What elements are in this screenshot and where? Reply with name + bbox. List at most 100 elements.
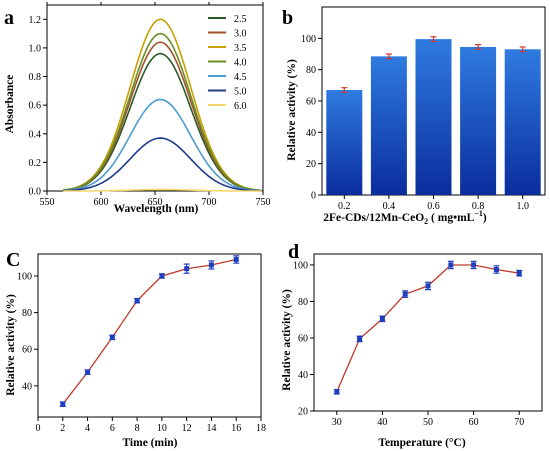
panel-c-xtick-label: 16 [231, 423, 241, 434]
panel-c-xtick-label: 10 [157, 423, 167, 434]
panel-d-temperature-chart: d Relative activity (%) Temperature (°C)… [281, 241, 543, 449]
panel-letter-b: b [282, 7, 293, 29]
panel-a-xlabel: Wavelength (nm) [114, 203, 199, 215]
panel-d-xtick-label: 70 [514, 417, 524, 428]
panel-c-xtick-label: 4 [85, 423, 90, 434]
panel-d-xtick-label: 60 [469, 417, 479, 428]
panel-a-legend-label: 3.5 [234, 43, 247, 54]
panel-d-xlabel: Temperature (°C) [378, 437, 465, 449]
panel-d-data-point [493, 267, 499, 273]
panel-b-ytick-label: 100 [301, 34, 316, 45]
panel-c-ytick-label: 80 [22, 308, 32, 319]
panel-b-xlabel-unit: ( mg•mL [428, 212, 475, 224]
panel-d-data-point [516, 270, 522, 276]
panel-c-data-point [109, 334, 115, 340]
panel-a-series-line [63, 137, 262, 192]
panel-b-bar [326, 90, 363, 195]
panel-a-series-line [63, 98, 262, 192]
panel-c-xtick-label: 2 [60, 423, 65, 434]
panel-a-series-line [63, 52, 262, 192]
panel-a-series-line [63, 32, 262, 192]
panel-c-xtick-label: 6 [110, 423, 115, 434]
panel-b-xlabel-sup: −1 [474, 209, 483, 218]
panel-b-xtick-label: 0.8 [472, 201, 485, 212]
panel-b-xtick-label: 0.2 [338, 201, 351, 212]
panel-a-ytick-label: 0.2 [29, 158, 42, 169]
panel-b-ytick-label: 0 [311, 191, 316, 202]
panel-c-series-line [62, 258, 237, 405]
panel-d-data-point [334, 389, 340, 395]
panel-b-bar [460, 46, 497, 196]
panel-a-xtick-label: 700 [202, 197, 217, 208]
panel-c-data-point [60, 401, 66, 407]
panel-d-plot-frame [313, 253, 543, 412]
panel-b-xtick-label: 1.0 [516, 201, 529, 212]
panel-a-xtick-label: 650 [148, 197, 163, 208]
panel-d-ylabel: Relative activity (%) [281, 289, 293, 391]
panel-c-xtick-label: 18 [256, 423, 266, 434]
panel-c-data-point [233, 256, 239, 262]
panel-c-ytick-label: 40 [22, 381, 32, 392]
panel-c-xtick-label: 14 [206, 423, 216, 434]
panel-a-legend-label: 4.5 [234, 72, 247, 83]
panel-c-xlabel: Time (min) [122, 437, 177, 449]
panel-c-ytick-label: 100 [17, 271, 32, 282]
panel-b-ytick-label: 40 [306, 128, 316, 139]
panel-b-bar [370, 56, 407, 195]
panel-a-spectra: a Absorbance Wavelength (nm) 550 600 650 70… [4, 2, 271, 215]
panel-c-data-point [208, 262, 214, 268]
panel-a-series-line [63, 41, 262, 192]
panel-a-ytick-label: 0.8 [29, 72, 42, 83]
panel-d-data-point [471, 262, 477, 268]
panel-d-xtick-label: 50 [423, 417, 433, 428]
panel-d-data-point [448, 262, 454, 268]
panel-d-ytick-label: 60 [298, 333, 308, 344]
panel-letter-a: a [4, 7, 14, 29]
panel-a-legend-label: 6.0 [234, 101, 247, 112]
panel-b-ytick-label: 60 [306, 97, 316, 108]
panel-a-ytick-label: 0.6 [29, 101, 42, 112]
panel-b-xlabel: 2Fe-CDs/12Mn-CeO2 ( mg•mL−1) [323, 209, 487, 226]
panel-d-ytick-label: 20 [298, 407, 308, 418]
panel-d-data-point [357, 336, 363, 342]
panel-c-data-point [184, 266, 190, 272]
panel-c-ytick-label: 60 [22, 345, 32, 356]
panel-d-data-point [379, 316, 385, 322]
panel-c-plot-frame [37, 253, 262, 418]
panel-b-bar [504, 49, 541, 195]
panel-c-data-point [134, 298, 140, 304]
panel-d-xtick-label: 40 [377, 417, 387, 428]
panel-b-xlabel-end: ) [483, 212, 487, 224]
panel-a-legend-label: 2.5 [234, 14, 247, 25]
panel-a-xtick-label: 750 [256, 197, 271, 208]
panel-a-plot-frame [46, 4, 264, 192]
panel-d-data-point [402, 291, 408, 297]
panel-a-ytick-label: 0.4 [29, 129, 42, 140]
panel-a-ytick-label: 0.0 [29, 187, 42, 198]
panel-c-xtick-label: 12 [182, 423, 192, 434]
panel-c-data-point [85, 369, 91, 375]
panel-b-bar [415, 39, 452, 195]
panel-d-ytick-label: 80 [298, 297, 308, 308]
panel-d-data-point [425, 283, 431, 289]
panel-a-ytick-label: 1.2 [29, 15, 42, 26]
panel-c-time-chart: C Relative activity (%) Time (min) 0 2 4 6 8… [5, 249, 266, 449]
panel-a-ylabel: Absorbance [4, 75, 16, 134]
panel-d-ytick-label: 40 [298, 370, 308, 381]
panel-a-legend-label: 4.0 [234, 58, 247, 69]
panel-a-legend-label: 5.0 [234, 87, 247, 98]
panel-c-xtick-label: 0 [36, 423, 41, 434]
panel-b-xlabel-sub: 2 [424, 217, 428, 226]
panel-d-xtick-label: 30 [332, 417, 342, 428]
panel-letter-d: d [288, 241, 299, 263]
panel-a-xtick-label: 600 [94, 197, 109, 208]
panel-b-xtick-label: 0.4 [383, 201, 396, 212]
panel-b-ytick-label: 80 [306, 65, 316, 76]
panel-b-xlabel-main: 2Fe-CDs/12Mn-CeO [323, 212, 424, 224]
panel-d-ytick-label: 100 [293, 260, 308, 271]
panel-c-ylabel: Relative activity (%) [5, 294, 17, 396]
panel-a-series-line [63, 18, 262, 192]
panel-letter-c: C [6, 249, 20, 271]
panel-a-legend-label: 3.0 [234, 29, 247, 40]
